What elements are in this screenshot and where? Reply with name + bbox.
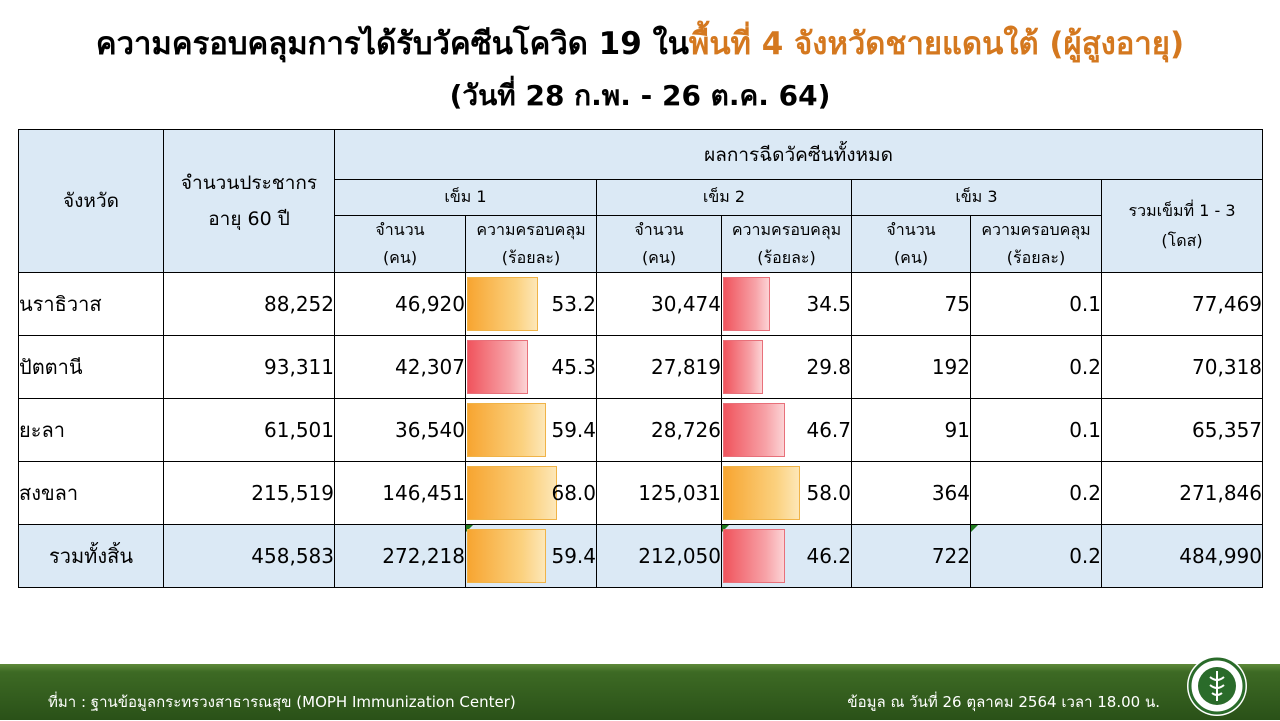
total-doses-cell: 271,846 bbox=[1100, 461, 1264, 525]
table-row: สงขลา 215,519 146,451 68.0 125,031 58.0 364 0.2… bbox=[18, 461, 1264, 525]
coverage-bar bbox=[723, 403, 786, 457]
dose1-coverage-cell: 53.2 bbox=[465, 272, 597, 336]
coverage-bar bbox=[723, 277, 770, 331]
dose3-coverage-cell: 0.2 bbox=[970, 524, 1102, 588]
dose1-coverage-cell: 68.0 bbox=[465, 461, 597, 525]
dose1-count-cell: 46,920 bbox=[334, 272, 466, 336]
table-row: ยะลา 61,501 36,540 59.4 28,726 46.7 91 0.1 65,35… bbox=[18, 398, 1264, 462]
population-cell: 93,311 bbox=[163, 335, 335, 399]
coverage-bar bbox=[723, 529, 785, 583]
dose3-coverage-cell: 0.2 bbox=[970, 335, 1102, 399]
total-row: รวมทั้งสิ้น 458,583 272,218 59.4 212,050 46.2… bbox=[18, 524, 1264, 588]
cell-marker-icon bbox=[971, 525, 978, 532]
ministry-of-public-health-seal-icon bbox=[1186, 655, 1248, 717]
footer-source: ที่มา : ฐานข้อมูลกระทรวงสาธารณสุข (MOPH … bbox=[48, 693, 516, 711]
dose3-coverage-cell: 0.1 bbox=[970, 398, 1102, 462]
table-row: ปัตตานี 93,311 42,307 45.3 27,819 29.8 192 0.2 7… bbox=[18, 335, 1264, 399]
province-cell: นราธิวาส bbox=[18, 272, 164, 336]
header-dose-3: เข็ม 3 bbox=[851, 179, 1102, 216]
header-province: จังหวัด bbox=[18, 129, 164, 273]
total-doses-cell: 484,990 bbox=[1100, 524, 1264, 588]
cell-marker-icon bbox=[722, 525, 729, 532]
dose3-count-cell: 192 bbox=[851, 335, 971, 399]
total-doses-cell: 70,318 bbox=[1100, 335, 1264, 399]
header-coverage-dose-2: ความครอบคลุม (ร้อยละ) bbox=[721, 215, 852, 273]
footer-data-date: ข้อมูล ณ วันที่ 26 ตุลาคม 2564 เวลา 18.0… bbox=[847, 693, 1160, 711]
dose3-coverage-cell: 0.2 bbox=[970, 461, 1102, 525]
header-dose-1: เข็ม 1 bbox=[334, 179, 597, 216]
province-cell: สงขลา bbox=[18, 461, 164, 525]
dose1-coverage-cell: 45.3 bbox=[465, 335, 597, 399]
dose2-count-cell: 212,050 bbox=[596, 524, 722, 588]
province-cell: ปัตตานี bbox=[18, 335, 164, 399]
header-count-dose-1: จำนวน (คน) bbox=[334, 215, 466, 273]
dose2-coverage-cell: 29.8 bbox=[721, 335, 852, 399]
header-population: จำนวนประชากร อายุ 60 ปี bbox=[163, 129, 335, 273]
header-coverage-dose-3: ความครอบคลุม (ร้อยละ) bbox=[970, 215, 1102, 273]
dose3-count-cell: 364 bbox=[851, 461, 971, 525]
coverage-bar bbox=[723, 340, 764, 394]
dose1-count-cell: 36,540 bbox=[334, 398, 466, 462]
dose3-count-cell: 722 bbox=[851, 524, 971, 588]
vaccine-coverage-table: จังหวัด จำนวนประชากร อายุ 60 ปี ผลการฉีด… bbox=[18, 129, 1264, 588]
dose1-count-cell: 42,307 bbox=[334, 335, 466, 399]
cell-marker-icon bbox=[466, 525, 473, 532]
header-vaccination-results: ผลการฉีดวัคซีนทั้งหมด bbox=[333, 129, 1264, 180]
coverage-bar bbox=[467, 466, 558, 520]
population-cell: 458,583 bbox=[163, 524, 335, 588]
header-dose-2: เข็ม 2 bbox=[596, 179, 852, 216]
dose2-coverage-cell: 46.2 bbox=[721, 524, 852, 588]
title-highlight: พื้นที่ 4 จังหวัดชายแดนใต้ (ผู้สูงอายุ) bbox=[688, 26, 1185, 62]
title-main: ความครอบคลุมการได้รับวัคซีนโควิด 19 ใน bbox=[95, 26, 689, 62]
total-doses-cell: 65,357 bbox=[1100, 398, 1264, 462]
population-cell: 88,252 bbox=[163, 272, 335, 336]
dose2-coverage-cell: 34.5 bbox=[721, 272, 852, 336]
coverage-bar bbox=[467, 340, 528, 394]
population-cell: 215,519 bbox=[163, 461, 335, 525]
footer-bar: ที่มา : ฐานข้อมูลกระทรวงสาธารณสุข (MOPH … bbox=[0, 664, 1280, 720]
province-cell: ยะลา bbox=[18, 398, 164, 462]
page-title: ความครอบคลุมการได้รับวัคซีนโควิด 19 ในพื… bbox=[0, 22, 1280, 66]
dose1-coverage-cell: 59.4 bbox=[465, 524, 597, 588]
coverage-bar bbox=[467, 529, 547, 583]
header-count-dose-2: จำนวน (คน) bbox=[596, 215, 722, 273]
dose1-coverage-cell: 59.4 bbox=[465, 398, 597, 462]
header-count-dose-3: จำนวน (คน) bbox=[851, 215, 971, 273]
coverage-bar bbox=[467, 403, 547, 457]
coverage-bar bbox=[467, 277, 539, 331]
province-cell: รวมทั้งสิ้น bbox=[18, 524, 164, 588]
population-cell: 61,501 bbox=[163, 398, 335, 462]
table-row: นราธิวาส 88,252 46,920 53.2 30,474 34.5 75 0.1 7… bbox=[18, 272, 1264, 336]
dose2-coverage-cell: 58.0 bbox=[721, 461, 852, 525]
total-doses-cell: 77,469 bbox=[1100, 272, 1264, 336]
dose2-count-cell: 30,474 bbox=[596, 272, 722, 336]
dose1-count-cell: 146,451 bbox=[334, 461, 466, 525]
dose2-count-cell: 27,819 bbox=[596, 335, 722, 399]
dose3-count-cell: 75 bbox=[851, 272, 971, 336]
page-subtitle: (วันที่ 28 ก.พ. - 26 ต.ค. 64) bbox=[449, 79, 831, 112]
header-total-doses: รวมเข็มที่ 1 - 3 (โดส) bbox=[1100, 179, 1264, 273]
dose1-count-cell: 272,218 bbox=[334, 524, 466, 588]
dose3-count-cell: 91 bbox=[851, 398, 971, 462]
coverage-bar bbox=[723, 466, 800, 520]
dose2-coverage-cell: 46.7 bbox=[721, 398, 852, 462]
dose2-count-cell: 28,726 bbox=[596, 398, 722, 462]
header-coverage-dose-1: ความครอบคลุม (ร้อยละ) bbox=[465, 215, 597, 273]
dose3-coverage-cell: 0.1 bbox=[970, 272, 1102, 336]
dose2-count-cell: 125,031 bbox=[596, 461, 722, 525]
